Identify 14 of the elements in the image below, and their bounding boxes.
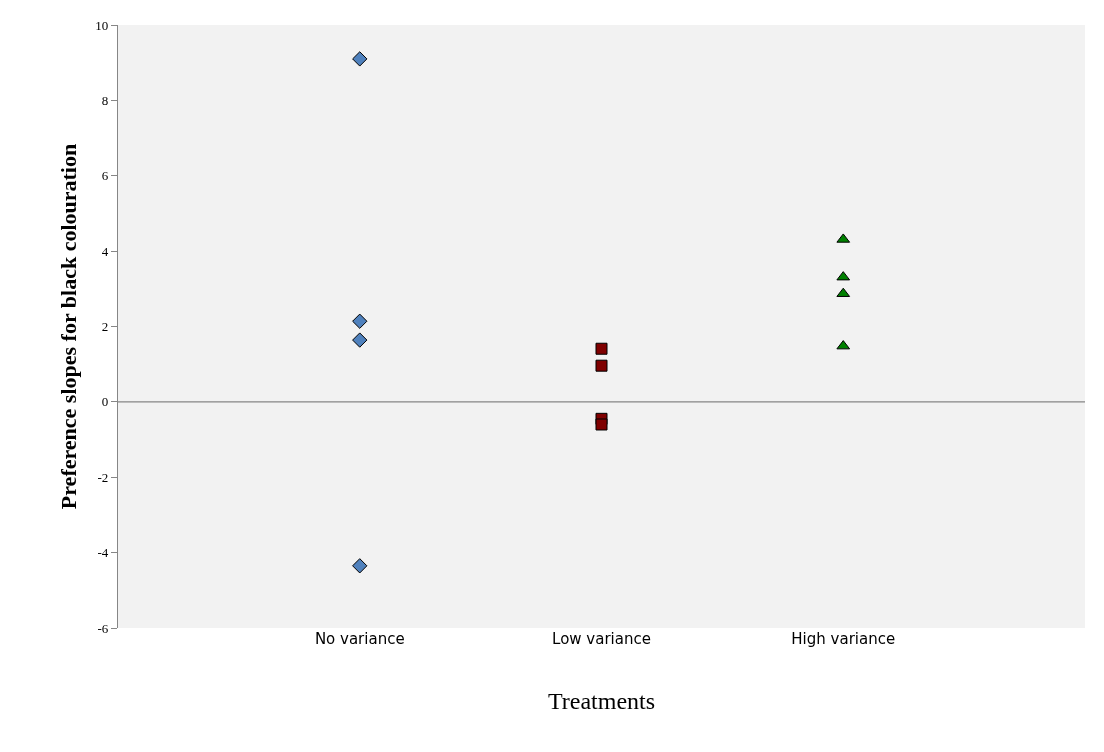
y-tick-label: 0: [101, 394, 109, 410]
y-tick-label: 4: [101, 243, 109, 259]
x-tick-label: Low variance: [552, 630, 651, 648]
y-tick-label: -4: [97, 545, 109, 561]
y-tick-label: 6: [101, 168, 109, 184]
x-tick-label: No variance: [314, 630, 405, 648]
x-axis-title: Treatments: [547, 688, 656, 715]
y-axis-title: Preference slopes for black colouration: [56, 143, 82, 510]
y-tick-label: 8: [101, 92, 109, 108]
x-tick-label: High variance: [791, 630, 896, 648]
y-tick-label: 10: [95, 17, 109, 33]
y-tick-label: -6: [97, 620, 109, 636]
y-tick-label: 2: [101, 319, 109, 335]
y-tick-label: -2: [97, 469, 109, 485]
